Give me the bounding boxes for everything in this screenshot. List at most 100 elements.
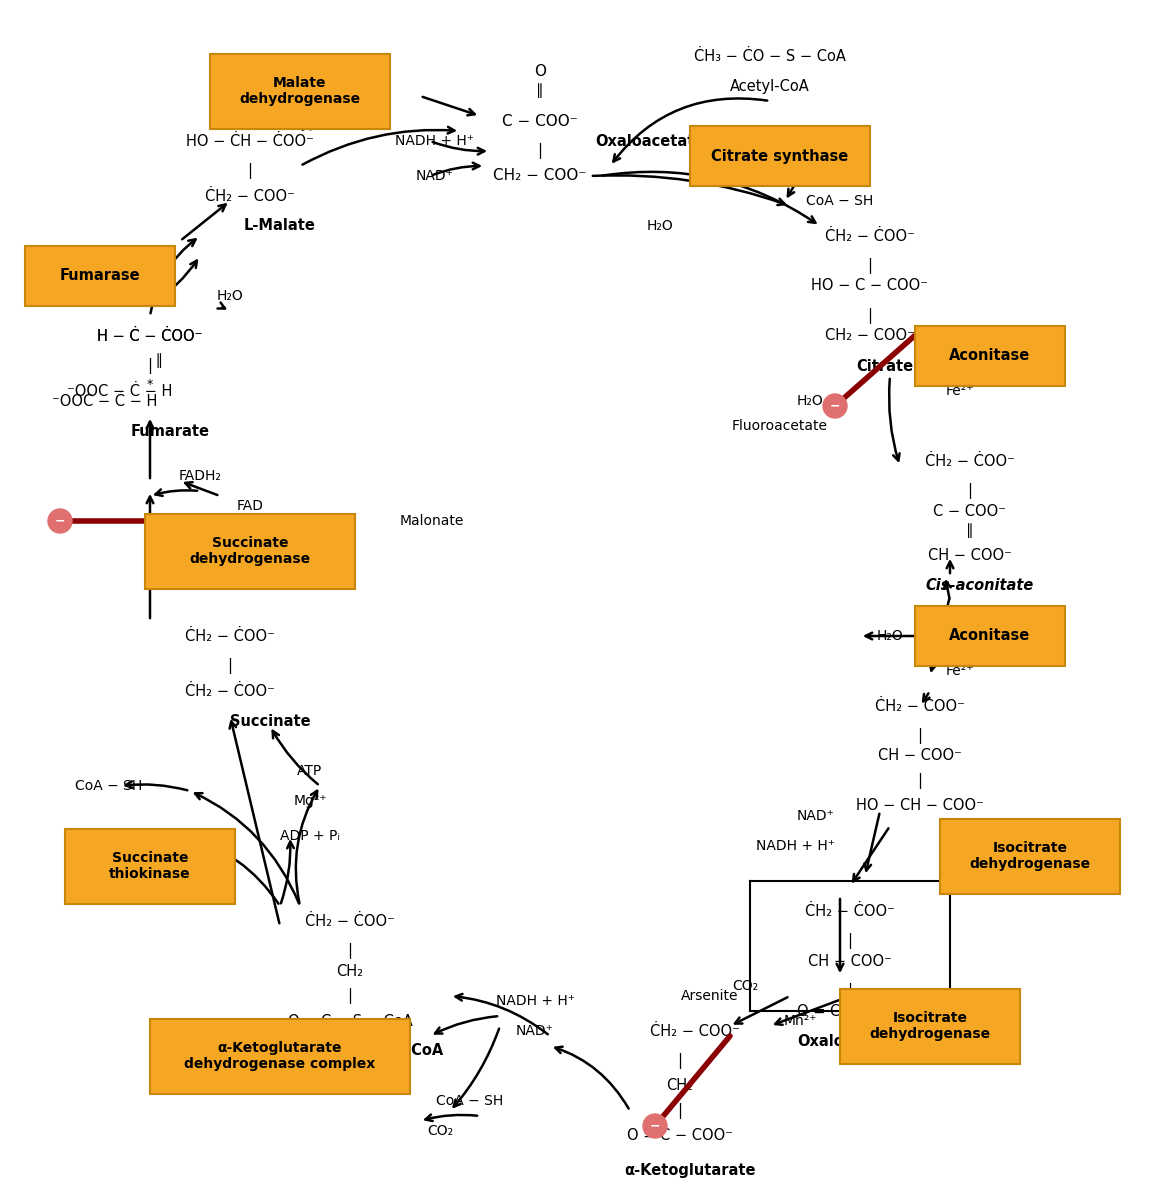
Text: |: | xyxy=(967,483,972,499)
Text: Isocitrate
dehydrogenase: Isocitrate dehydrogenase xyxy=(970,841,1090,871)
Text: ĊH₂ − ĊOO⁻: ĊH₂ − ĊOO⁻ xyxy=(925,453,1015,468)
Text: CoA − SH: CoA − SH xyxy=(806,195,873,208)
FancyBboxPatch shape xyxy=(65,829,235,904)
Text: |: | xyxy=(848,933,853,949)
Text: NADH + H⁺: NADH + H⁺ xyxy=(756,839,835,853)
Text: Aconitase: Aconitase xyxy=(949,629,1030,644)
Text: NADH + H⁺: NADH + H⁺ xyxy=(396,134,474,148)
Text: α-Ketoglutarate
dehydrogenase complex: α-Ketoglutarate dehydrogenase complex xyxy=(184,1041,376,1071)
Text: −: − xyxy=(650,1120,660,1133)
Text: FADH₂: FADH₂ xyxy=(179,468,222,483)
Text: Succinate: Succinate xyxy=(230,714,311,728)
Text: |: | xyxy=(868,259,872,274)
Text: CH₂ − COO⁻: CH₂ − COO⁻ xyxy=(493,168,587,184)
Text: NAD⁺: NAD⁺ xyxy=(516,1024,554,1038)
Text: Mg²⁺: Mg²⁺ xyxy=(293,793,327,808)
Text: Succinyl-CoA: Succinyl-CoA xyxy=(336,1044,443,1058)
Text: H₂O: H₂O xyxy=(217,289,244,302)
Text: |: | xyxy=(348,988,353,1005)
Text: ĊH₂ − ĊOO⁻: ĊH₂ − ĊOO⁻ xyxy=(825,229,915,243)
Text: O: O xyxy=(534,64,546,78)
Text: H₂O: H₂O xyxy=(797,394,824,408)
Text: HO − C − COO⁻: HO − C − COO⁻ xyxy=(812,279,928,293)
Text: Isocitrate: Isocitrate xyxy=(950,829,1029,843)
Circle shape xyxy=(48,509,72,533)
Text: ĊH₂ − ĊOO⁻: ĊH₂ − ĊOO⁻ xyxy=(305,913,394,929)
Text: Oxalosuccinate: Oxalosuccinate xyxy=(797,1033,923,1048)
Text: L-Malate: L-Malate xyxy=(244,218,316,234)
Text: CO₂: CO₂ xyxy=(732,978,759,993)
Text: Succinate
dehydrogenase: Succinate dehydrogenase xyxy=(189,536,311,566)
Text: |: | xyxy=(677,1103,682,1120)
Text: −: − xyxy=(829,400,840,413)
FancyBboxPatch shape xyxy=(840,988,1020,1064)
Text: Malonate: Malonate xyxy=(400,514,464,528)
Text: ∥: ∥ xyxy=(966,523,973,538)
Text: CoA − SH: CoA − SH xyxy=(436,1093,503,1108)
Text: Acetyl-CoA: Acetyl-CoA xyxy=(730,78,810,94)
Text: |: | xyxy=(918,728,922,744)
Circle shape xyxy=(643,1114,667,1139)
Text: ĊH₂ − ĊOO⁻: ĊH₂ − ĊOO⁻ xyxy=(186,629,275,644)
Text: FAD: FAD xyxy=(237,499,263,514)
Text: H₂O: H₂O xyxy=(877,629,904,643)
Text: ADP + Pᵢ: ADP + Pᵢ xyxy=(280,829,340,843)
FancyBboxPatch shape xyxy=(26,246,175,306)
Text: Citrate synthase: Citrate synthase xyxy=(711,148,849,164)
Text: HO − ĊH − ĊOO⁻: HO − ĊH − ĊOO⁻ xyxy=(186,134,314,148)
Text: NADH + H⁺: NADH + H⁺ xyxy=(495,994,574,1008)
Text: |: | xyxy=(848,983,853,999)
Text: CH₂: CH₂ xyxy=(667,1078,694,1093)
Text: Aconitase: Aconitase xyxy=(949,349,1030,363)
Text: Fe²⁺: Fe²⁺ xyxy=(945,384,974,398)
Text: |: | xyxy=(227,658,232,674)
Text: ĊH₂ − ĊOO⁻: ĊH₂ − ĊOO⁻ xyxy=(186,683,275,699)
Text: Malate
dehydrogenase: Malate dehydrogenase xyxy=(239,76,361,106)
Text: CH₂: CH₂ xyxy=(336,963,363,978)
Text: |: | xyxy=(918,773,922,789)
FancyBboxPatch shape xyxy=(915,326,1065,385)
Text: |: | xyxy=(537,144,543,159)
Text: HO − CH − COO⁻: HO − CH − COO⁻ xyxy=(856,798,984,814)
Text: O = C − COO⁻: O = C − COO⁻ xyxy=(797,1003,902,1019)
Text: ĊH₃ − ĊO − S − CoA: ĊH₃ − ĊO − S − CoA xyxy=(694,49,846,64)
Text: |: | xyxy=(147,358,153,374)
Text: |: | xyxy=(348,943,353,959)
Text: CH − COO⁻: CH − COO⁻ xyxy=(928,548,1012,563)
Text: Arsenite: Arsenite xyxy=(681,989,739,1003)
Text: Isocitrate
dehydrogenase: Isocitrate dehydrogenase xyxy=(870,1010,991,1041)
Text: |: | xyxy=(868,308,872,324)
Text: ⁎: ⁎ xyxy=(147,375,153,388)
Text: Oxaloacetate: Oxaloacetate xyxy=(595,134,704,148)
Text: O = C − COO⁻: O = C − COO⁻ xyxy=(628,1129,733,1143)
Circle shape xyxy=(822,394,847,417)
FancyBboxPatch shape xyxy=(940,818,1121,893)
FancyBboxPatch shape xyxy=(210,53,390,128)
FancyBboxPatch shape xyxy=(145,514,355,588)
Text: ĊH₂ − COO⁻: ĊH₂ − COO⁻ xyxy=(875,699,965,714)
Text: NAD⁺: NAD⁺ xyxy=(416,168,454,183)
Text: CH₂ − COO⁻: CH₂ − COO⁻ xyxy=(825,329,915,344)
Text: H − Ċ − ĊOO⁻: H − Ċ − ĊOO⁻ xyxy=(97,329,203,344)
Text: C − COO⁻: C − COO⁻ xyxy=(934,504,1007,518)
Text: O = C − S − CoA: O = C − S − CoA xyxy=(288,1014,412,1028)
Text: CH − COO⁻: CH − COO⁻ xyxy=(809,954,892,969)
Text: ĊH₂ − COO⁻: ĊH₂ − COO⁻ xyxy=(650,1024,740,1039)
Text: |: | xyxy=(677,1053,682,1069)
Text: Cis-aconitate: Cis-aconitate xyxy=(926,579,1034,593)
Text: ⁻OOC − Ċ − H: ⁻OOC − Ċ − H xyxy=(67,383,173,398)
Text: CO₂: CO₂ xyxy=(427,1124,454,1139)
Text: ⁻OOC − Ċ − H: ⁻OOC − Ċ − H xyxy=(52,394,158,408)
Text: C − COO⁻: C − COO⁻ xyxy=(502,114,578,128)
Text: Fumarase: Fumarase xyxy=(59,268,140,283)
Text: H₂O: H₂O xyxy=(646,219,673,232)
Text: Fe²⁺: Fe²⁺ xyxy=(945,664,974,678)
FancyBboxPatch shape xyxy=(690,126,870,186)
Text: Succinate
thiokinase: Succinate thiokinase xyxy=(109,850,190,881)
Text: ∥: ∥ xyxy=(536,83,544,98)
Text: H − Ċ − ĊOO⁻: H − Ċ − ĊOO⁻ xyxy=(97,329,203,344)
Text: CoA − SH: CoA − SH xyxy=(75,779,143,793)
FancyBboxPatch shape xyxy=(915,606,1065,667)
Text: ĊH₂ − ĊOO⁻: ĊH₂ − ĊOO⁻ xyxy=(805,904,894,918)
Text: Fluoroacetate: Fluoroacetate xyxy=(732,419,828,433)
